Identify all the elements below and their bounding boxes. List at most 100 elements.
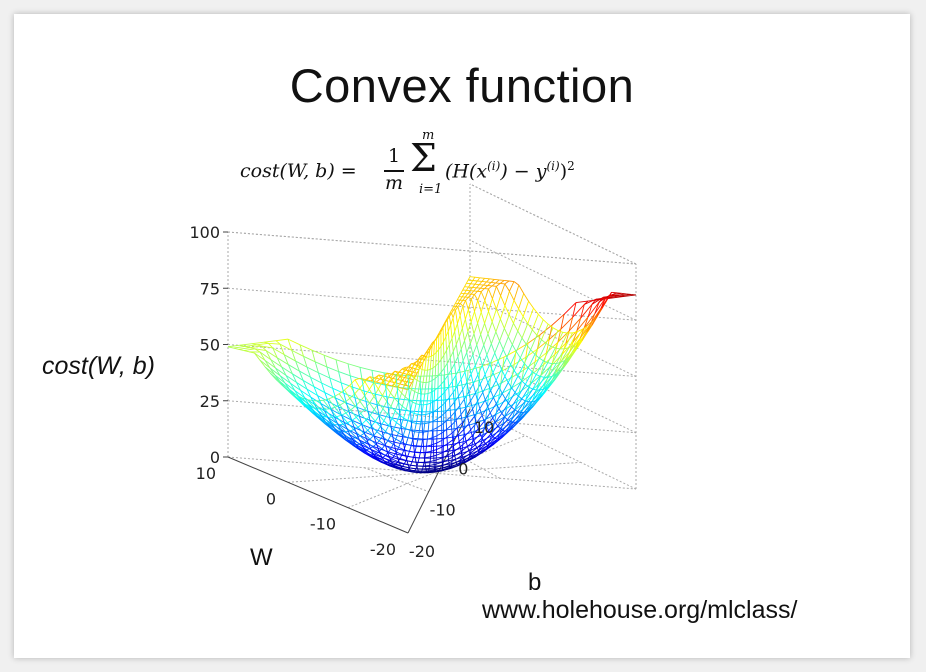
mesh-line bbox=[498, 398, 506, 410]
mesh-line bbox=[425, 370, 428, 383]
mesh-line bbox=[465, 297, 469, 301]
mesh-line bbox=[387, 448, 391, 453]
mesh-line bbox=[361, 419, 367, 425]
mesh-line bbox=[514, 409, 518, 412]
mesh-line bbox=[480, 299, 486, 313]
mesh-line bbox=[410, 438, 414, 446]
mesh-line bbox=[437, 415, 442, 420]
mesh-line bbox=[456, 422, 463, 429]
mesh-line bbox=[429, 356, 432, 370]
mesh-line bbox=[494, 439, 498, 443]
mesh-line bbox=[478, 366, 481, 381]
w-tick-label: -10 bbox=[310, 515, 336, 534]
mesh-line bbox=[485, 410, 488, 420]
mesh-line bbox=[377, 388, 383, 396]
mesh-line bbox=[556, 362, 561, 365]
mesh-line bbox=[364, 389, 370, 397]
mesh-line bbox=[415, 403, 420, 406]
mesh-line bbox=[455, 462, 458, 465]
mesh-line bbox=[405, 366, 409, 371]
mesh-line bbox=[560, 347, 570, 363]
mesh-line bbox=[424, 356, 427, 360]
mesh-line bbox=[480, 291, 486, 301]
mesh-line bbox=[484, 288, 489, 301]
mesh-line bbox=[543, 386, 548, 390]
mesh-line bbox=[512, 412, 522, 423]
mesh-line bbox=[559, 332, 569, 350]
mesh-line bbox=[490, 331, 497, 344]
mesh-line bbox=[352, 437, 357, 439]
mesh-line bbox=[233, 345, 246, 349]
mesh-line bbox=[523, 293, 529, 302]
mesh-line bbox=[466, 416, 470, 424]
mesh-line bbox=[343, 422, 348, 430]
mesh-line bbox=[448, 316, 452, 325]
mesh-line bbox=[467, 446, 470, 451]
mesh-line bbox=[285, 375, 291, 384]
mesh-line bbox=[560, 359, 566, 363]
mesh-line bbox=[425, 412, 430, 415]
mesh-line bbox=[306, 366, 311, 378]
mesh-line bbox=[450, 317, 454, 325]
mesh-line bbox=[446, 432, 453, 438]
mesh-line bbox=[448, 455, 456, 460]
mesh-line bbox=[354, 377, 361, 381]
mesh-line bbox=[470, 444, 473, 451]
mesh-line bbox=[378, 408, 384, 416]
mesh-line bbox=[270, 359, 282, 368]
mesh-line bbox=[372, 457, 376, 460]
mesh-line bbox=[477, 374, 481, 385]
mesh-line bbox=[402, 380, 408, 383]
mesh-line bbox=[356, 433, 367, 439]
mesh-line bbox=[279, 343, 293, 351]
mesh-line bbox=[521, 398, 526, 402]
mesh-line bbox=[550, 379, 556, 385]
mesh-line bbox=[518, 293, 525, 309]
mesh-line bbox=[433, 390, 436, 402]
mesh-line bbox=[484, 323, 489, 335]
mesh-line bbox=[367, 429, 374, 437]
mesh-line bbox=[385, 463, 389, 466]
mesh-line bbox=[334, 407, 342, 416]
mesh-line bbox=[338, 406, 342, 416]
formula-sum-top: m bbox=[422, 128, 435, 143]
mesh-line bbox=[434, 375, 439, 379]
mesh-line bbox=[472, 451, 481, 458]
mesh-line bbox=[458, 464, 460, 467]
mesh-line bbox=[468, 296, 472, 300]
mesh-line bbox=[338, 423, 344, 426]
floor-grid-line bbox=[287, 461, 581, 483]
mesh-line bbox=[249, 351, 255, 354]
mesh-line bbox=[375, 442, 379, 449]
mesh-line bbox=[324, 423, 330, 428]
mesh-line bbox=[477, 380, 480, 393]
mesh-line bbox=[327, 400, 339, 408]
mesh-line bbox=[460, 349, 464, 361]
mesh-line bbox=[350, 409, 357, 418]
mesh-line bbox=[489, 435, 492, 442]
mesh-line bbox=[435, 470, 443, 473]
mesh-line bbox=[502, 429, 506, 432]
mesh-line bbox=[565, 330, 578, 344]
mesh-line bbox=[410, 410, 422, 413]
mesh-line bbox=[430, 451, 432, 457]
mesh-line bbox=[264, 366, 271, 374]
mesh-line bbox=[458, 461, 467, 467]
grid-line bbox=[227, 231, 637, 265]
mesh-line bbox=[288, 364, 300, 372]
mesh-line bbox=[456, 428, 459, 436]
mesh-line bbox=[511, 369, 524, 378]
mesh-line bbox=[504, 408, 507, 417]
mesh-line bbox=[462, 389, 465, 400]
mesh-line bbox=[338, 432, 343, 438]
mesh-line bbox=[387, 373, 392, 378]
mesh-line bbox=[483, 441, 487, 445]
mesh-line bbox=[299, 370, 311, 378]
mesh-line bbox=[347, 422, 355, 430]
mesh-line bbox=[385, 455, 392, 460]
mesh-line bbox=[547, 323, 554, 329]
floor-grid-line bbox=[449, 449, 501, 479]
mesh-line bbox=[409, 367, 413, 372]
mesh-line bbox=[413, 470, 416, 473]
